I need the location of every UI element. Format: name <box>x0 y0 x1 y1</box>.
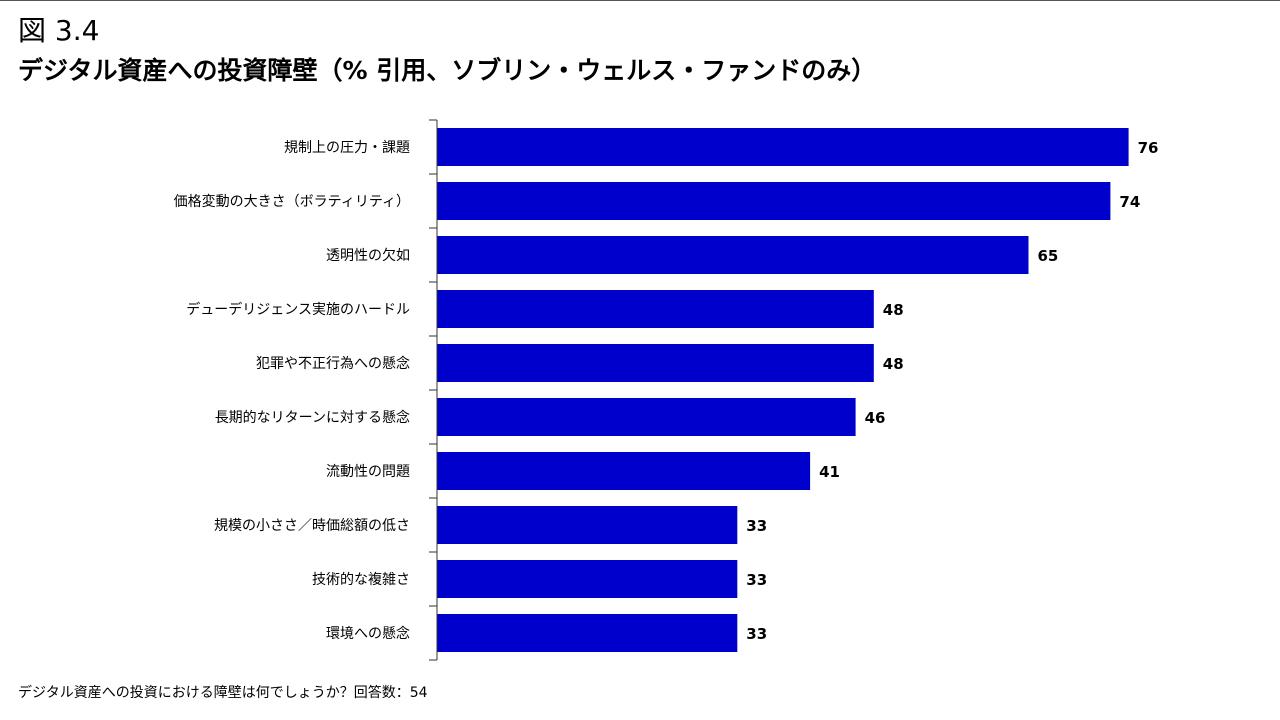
bar <box>437 614 738 652</box>
bar-chart: 規制上の圧力・課題 76 価格変動の大きさ（ボラティリティ） 74 透明性の欠如 65 デュ… <box>174 119 1159 661</box>
bar <box>437 452 811 490</box>
bar <box>437 236 1029 274</box>
bar <box>437 128 1129 166</box>
bar <box>437 290 874 328</box>
value-label: 74 <box>1119 193 1140 211</box>
bar <box>437 182 1111 220</box>
value-label: 48 <box>883 355 904 373</box>
footnote: デジタル資産への投資における障壁は何でしょうか？回答数：54 <box>18 685 428 701</box>
value-label: 41 <box>819 463 840 481</box>
bar <box>437 560 738 598</box>
chart-title: デジタル資産への投資障壁（% 引用、ソブリン・ウェルス・ファンドのみ） <box>18 56 877 85</box>
labels-group: 規制上の圧力・課題 76 価格変動の大きさ（ボラティリティ） 74 透明性の欠如 65 デュ… <box>174 139 1159 643</box>
bar <box>437 398 856 436</box>
value-label: 33 <box>746 571 767 589</box>
value-label: 48 <box>883 301 904 319</box>
top-rule <box>0 0 1280 1</box>
category-label: 長期的なリターンに対する懸念 <box>215 409 410 426</box>
value-label: 46 <box>865 409 886 427</box>
category-label: 流動性の問題 <box>326 464 410 480</box>
category-label: 環境への懸念 <box>326 625 410 642</box>
category-label: 技術的な複雑さ <box>312 571 410 588</box>
category-label: デューデリジェンス実施のハードル <box>186 301 410 318</box>
value-label: 33 <box>746 625 767 643</box>
category-label: 透明性の欠如 <box>326 248 410 264</box>
category-label: 犯罪や不正行為への懸念 <box>256 355 410 372</box>
value-label: 65 <box>1038 247 1059 265</box>
category-label: 価格変動の大きさ（ボラティリティ） <box>174 193 410 210</box>
value-label: 33 <box>746 517 767 535</box>
y-axis <box>429 119 438 661</box>
value-label: 76 <box>1138 139 1159 157</box>
category-label: 規模の小ささ／時価総額の低さ <box>214 518 410 534</box>
bar <box>437 344 874 382</box>
category-label: 規制上の圧力・課題 <box>284 140 410 156</box>
bars-group <box>437 128 1129 652</box>
bar <box>437 506 738 544</box>
figure-number: 図 3.4 <box>18 14 100 47</box>
